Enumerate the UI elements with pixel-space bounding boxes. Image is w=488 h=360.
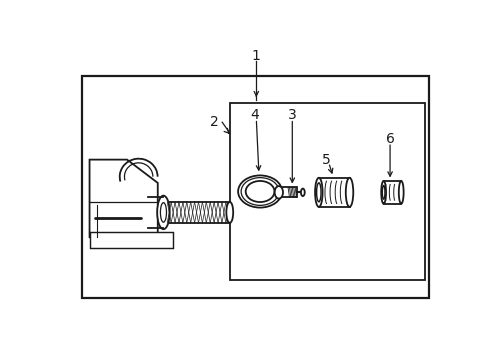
- Text: 1: 1: [251, 49, 260, 63]
- Ellipse shape: [160, 203, 166, 222]
- Ellipse shape: [241, 177, 279, 205]
- Bar: [82, 76, 428, 298]
- Ellipse shape: [314, 178, 322, 207]
- Ellipse shape: [157, 195, 169, 229]
- Bar: [89, 232, 173, 248]
- Text: 4: 4: [249, 108, 258, 122]
- Ellipse shape: [274, 186, 283, 199]
- Ellipse shape: [398, 181, 403, 204]
- Ellipse shape: [245, 181, 274, 202]
- Ellipse shape: [381, 181, 385, 204]
- Text: 3: 3: [287, 108, 296, 122]
- Ellipse shape: [345, 178, 352, 207]
- Ellipse shape: [316, 183, 321, 202]
- Text: 5: 5: [322, 153, 330, 167]
- Ellipse shape: [226, 202, 233, 223]
- Text: 6: 6: [386, 132, 394, 146]
- Ellipse shape: [300, 189, 304, 196]
- Ellipse shape: [382, 185, 384, 199]
- Ellipse shape: [238, 175, 282, 208]
- Bar: [278, 187, 296, 197]
- Bar: [229, 103, 424, 280]
- Polygon shape: [89, 159, 158, 237]
- Text: 2: 2: [210, 115, 219, 129]
